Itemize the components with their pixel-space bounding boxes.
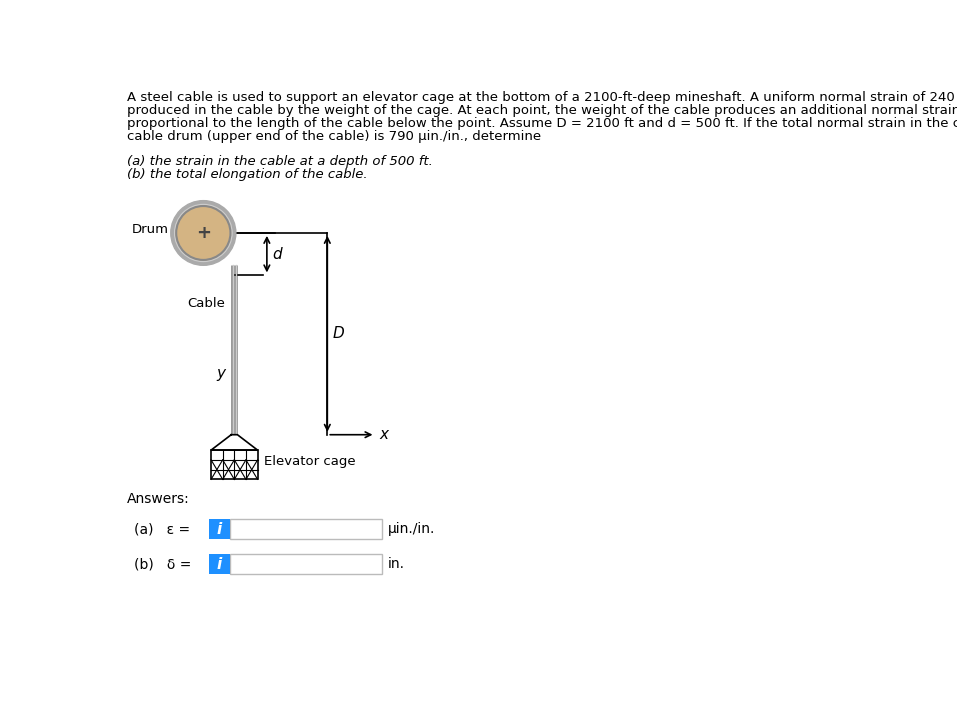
- Bar: [211, 450, 257, 479]
- Polygon shape: [211, 434, 257, 450]
- Text: Answers:: Answers:: [127, 493, 190, 506]
- Text: (a)   ε =: (a) ε =: [134, 522, 189, 536]
- Text: proportional to the length of the cable below the point. Assume ​​​D​​​ = 2100 f: proportional to the length of the cable …: [127, 117, 957, 129]
- Text: i: i: [217, 522, 222, 537]
- Text: A steel cable is used to support an elevator cage at the bottom of a 2100-ft-dee: A steel cable is used to support an elev…: [127, 91, 957, 103]
- Text: μin./in.: μin./in.: [388, 522, 435, 536]
- Text: produced in the cable by the weight of the cage. At each point, the weight of th: produced in the cable by the weight of t…: [127, 103, 957, 117]
- Text: x: x: [379, 427, 389, 442]
- Bar: [231, 554, 382, 574]
- Text: Elevator cage: Elevator cage: [264, 455, 355, 468]
- Text: y: y: [216, 366, 225, 380]
- Circle shape: [170, 200, 235, 265]
- Text: cable drum (upper end of the cable) is 790 μin./in., determine: cable drum (upper end of the cable) is 7…: [127, 130, 542, 143]
- Text: i: i: [217, 557, 222, 572]
- Circle shape: [176, 206, 231, 260]
- Text: Cable: Cable: [188, 297, 225, 310]
- Text: (b)   δ =: (b) δ =: [134, 557, 191, 571]
- Text: (a) the strain in the cable at a depth of 500 ft.: (a) the strain in the cable at a depth o…: [127, 155, 434, 168]
- Text: d: d: [273, 247, 282, 262]
- Text: Drum: Drum: [131, 223, 168, 236]
- Text: in.: in.: [388, 557, 405, 571]
- Bar: [209, 554, 231, 574]
- Text: D: D: [333, 326, 345, 342]
- Bar: [209, 520, 231, 539]
- Bar: [231, 520, 382, 539]
- Text: (b) the total elongation of the cable.: (b) the total elongation of the cable.: [127, 168, 368, 181]
- Text: +: +: [196, 224, 211, 242]
- Circle shape: [174, 205, 232, 262]
